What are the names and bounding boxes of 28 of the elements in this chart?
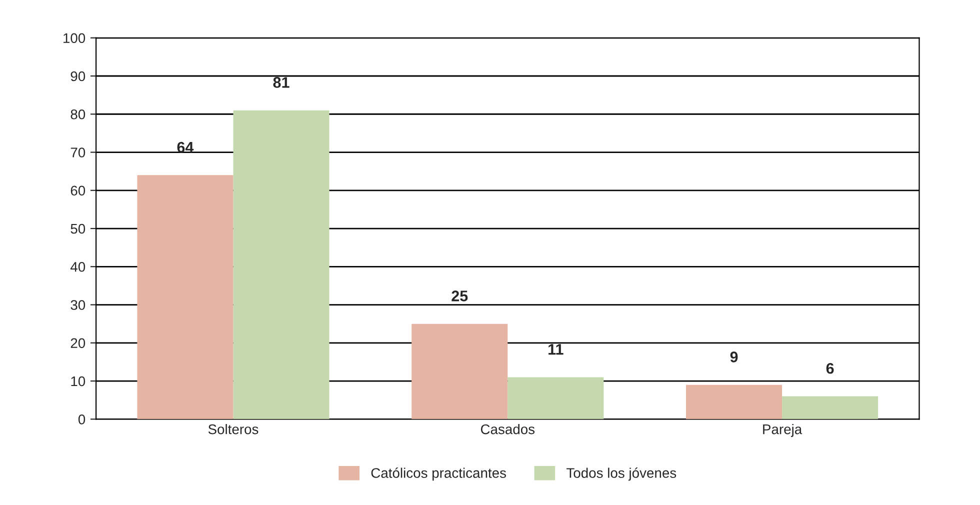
y-tick-label: 50	[70, 224, 86, 234]
data-label: 25	[452, 290, 468, 302]
bar	[782, 396, 878, 420]
y-tick-label: 0	[78, 414, 86, 424]
legend-label: Todos los jóvenes	[566, 468, 676, 481]
y-tick-label: 20	[70, 338, 86, 348]
y-tick-label: 70	[70, 148, 86, 158]
bar	[412, 324, 508, 420]
y-tick-label: 100	[64, 33, 86, 44]
data-label: 11	[548, 344, 564, 355]
bar	[137, 175, 234, 420]
y-tick-label: 90	[70, 71, 86, 82]
bar	[233, 110, 330, 420]
legend-label: Católicos practicantes	[371, 468, 506, 481]
y-tick-label: 30	[70, 300, 86, 310]
bar	[508, 377, 604, 420]
data-label: 64	[177, 142, 194, 153]
x-tick-label: Casados	[480, 424, 535, 434]
data-label: 81	[273, 77, 290, 88]
x-tick-label: Pareja	[763, 424, 802, 437]
y-tick-label: 40	[70, 262, 86, 272]
y-tick-label: 60	[70, 186, 86, 196]
data-label: 6	[826, 362, 834, 374]
data-label: 9	[730, 352, 738, 362]
y-tick-label: 10	[71, 376, 86, 386]
y-tick-label: 80	[70, 109, 86, 120]
x-tick-label: Solteros	[208, 424, 258, 434]
bar	[686, 384, 782, 420]
